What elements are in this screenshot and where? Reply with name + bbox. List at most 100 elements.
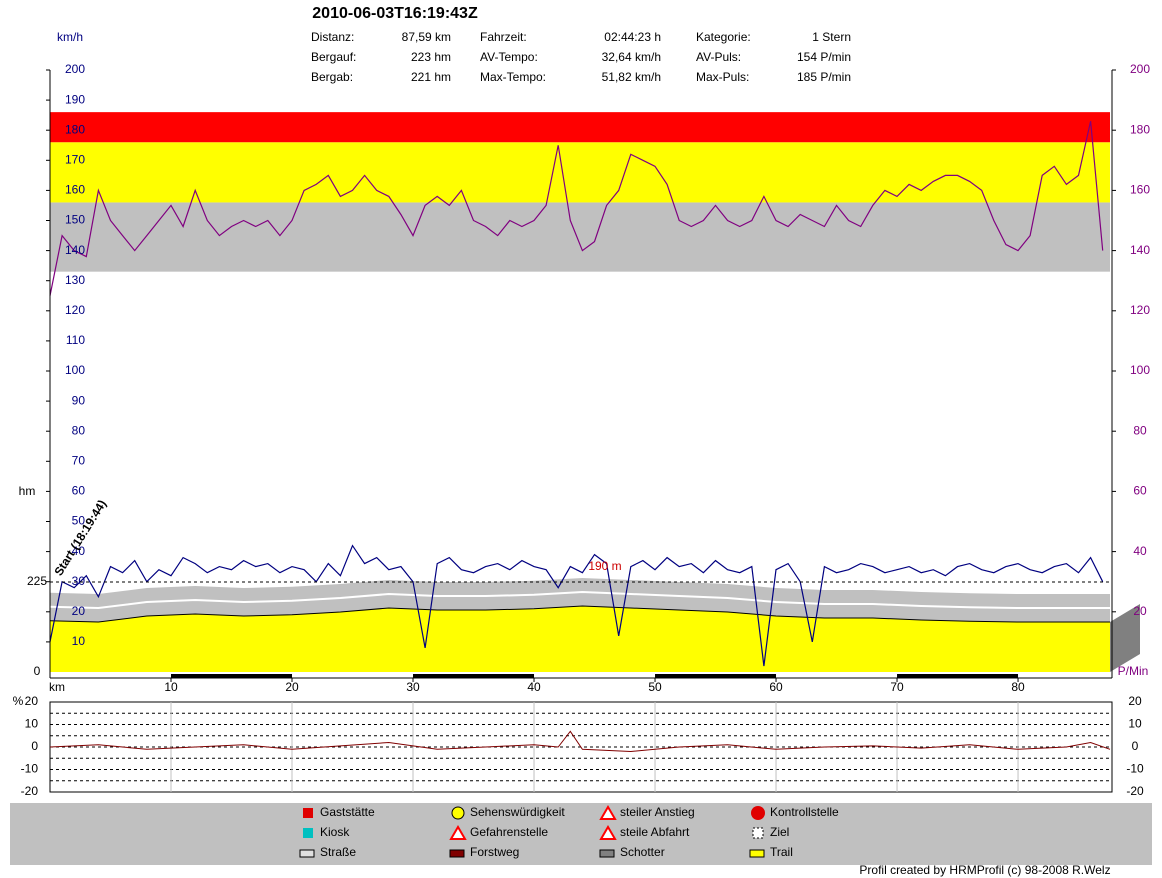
profile-end <box>1110 604 1140 672</box>
km-bar <box>171 674 293 678</box>
altitude-annotation: 190 m <box>588 559 621 573</box>
y-tick-label: 120 <box>65 303 85 317</box>
y2-tick-label: 20 <box>1128 694 1142 708</box>
y-tick-label: 90 <box>72 393 86 407</box>
x-tick-label: 40 <box>527 680 541 694</box>
y-axis-unit: km/h <box>57 30 83 44</box>
y-tick-label: 0 <box>31 739 38 753</box>
x-tick-label: 30 <box>406 680 420 694</box>
y2-tick-label: 140 <box>1130 243 1150 257</box>
stat-label: Bergauf: <box>311 50 356 64</box>
legend-icon <box>751 806 765 820</box>
y2-tick-label: 120 <box>1130 303 1150 317</box>
heart-rate-zone <box>50 142 1110 203</box>
legend-icon <box>449 849 465 858</box>
legend-icon <box>599 805 617 820</box>
y-tick-label: 200 <box>65 62 85 76</box>
legend-icon <box>749 849 765 858</box>
y-tick-label: 20 <box>25 694 39 708</box>
km-bar <box>897 674 1019 678</box>
legend-label: steile Abfahrt <box>620 825 690 839</box>
x-axis-unit: km <box>49 680 65 694</box>
y-tick-label: 80 <box>72 423 86 437</box>
legend-label: Gefahrenstelle <box>470 825 548 839</box>
stat-label: Bergab: <box>311 70 353 84</box>
legend-label: Ziel <box>770 825 789 839</box>
heart-rate-zone <box>50 202 1110 272</box>
y-tick-label: 190 <box>65 92 85 106</box>
legend-label: steiler Anstieg <box>620 805 695 819</box>
x-tick-label: 20 <box>285 680 299 694</box>
stat-label: Max-Tempo: <box>480 70 546 84</box>
legend-icon <box>303 828 313 838</box>
chart-title: 2010-06-03T16:19:43Z <box>312 5 478 22</box>
legend-label: Kontrollstelle <box>770 805 839 819</box>
stat-label: Max-Puls: <box>696 70 749 84</box>
legend-label: Kiosk <box>320 825 350 839</box>
stat-label: AV-Puls: <box>696 50 741 64</box>
y-tick-label: -10 <box>21 762 39 776</box>
y-tick-label: 110 <box>66 333 85 347</box>
stat-value: 223 hm <box>411 50 451 64</box>
altitude-line <box>49 605 1110 623</box>
gradient-line <box>49 730 1111 753</box>
heart-rate-zone <box>50 112 1110 143</box>
y-tick-label: 70 <box>72 453 86 467</box>
stat-value: 221 hm <box>411 70 451 84</box>
y-tick-label: -20 <box>21 784 39 798</box>
y-tick-label: 140 <box>65 243 85 257</box>
y2-tick-label: -20 <box>1126 784 1144 798</box>
legend-icon <box>299 849 315 858</box>
stat-value: 1 Stern <box>812 30 851 44</box>
stat-value: 87,59 km <box>402 30 451 44</box>
gradient-unit: % <box>13 694 24 708</box>
y2-tick-label: 180 <box>1130 122 1150 136</box>
y-tick-label: 20 <box>72 604 86 618</box>
y-tick-label: 160 <box>65 183 85 197</box>
y2-tick-label: 200 <box>1130 62 1150 76</box>
surface-band <box>50 578 1110 622</box>
legend-box <box>10 803 1152 865</box>
legend-label: Schotter <box>620 845 665 859</box>
y-tick-label: 50 <box>72 514 86 528</box>
altitude-area <box>50 606 1110 672</box>
x-tick-label: 60 <box>769 680 783 694</box>
y2-tick-label: 60 <box>1133 484 1147 498</box>
legend-icon <box>599 849 615 858</box>
legend-icon <box>303 808 313 818</box>
y-tick-label: 10 <box>25 717 39 731</box>
footer: Profil created by HRMProfil (c) 98-2008 … <box>859 863 1110 877</box>
x-tick-label: 10 <box>164 680 178 694</box>
data-line <box>49 121 1104 296</box>
legend-icon <box>451 806 465 820</box>
km-bar <box>413 674 535 678</box>
legend-label: Sehenswürdigkeit <box>470 805 565 819</box>
y2-tick-label: 10 <box>1128 717 1142 731</box>
y2-tick-label: 40 <box>1133 544 1147 558</box>
altitude-tick-label: 225 <box>27 574 47 588</box>
y-tick-label: 60 <box>72 484 86 498</box>
y2-tick-label: 80 <box>1133 423 1147 437</box>
legend-label: Trail <box>770 845 793 859</box>
altitude-tick-label: 0 <box>34 664 41 678</box>
stat-value: 32,64 km/h <box>602 50 661 64</box>
x-tick-label: 80 <box>1011 680 1025 694</box>
stat-label: Fahrzeit: <box>480 30 527 44</box>
stat-label: Kategorie: <box>696 30 751 44</box>
stat-value: 154 P/min <box>797 50 851 64</box>
y-tick-label: 130 <box>65 273 85 287</box>
y-tick-label: 100 <box>65 363 85 377</box>
stat-label: AV-Tempo: <box>480 50 538 64</box>
stat-value: 02:44:23 h <box>604 30 661 44</box>
stat-value: 185 P/min <box>797 70 851 84</box>
x-tick-label: 50 <box>648 680 662 694</box>
y-tick-label: 40 <box>72 544 86 558</box>
legend-label: Forstweg <box>470 845 519 859</box>
y-tick-label: 150 <box>65 213 85 227</box>
surface-line <box>49 590 1110 610</box>
stat-value: 51,82 km/h <box>602 70 661 84</box>
y2-tick-label: 160 <box>1130 183 1150 197</box>
start-annotation: Start (18:19:44) <box>51 497 109 578</box>
